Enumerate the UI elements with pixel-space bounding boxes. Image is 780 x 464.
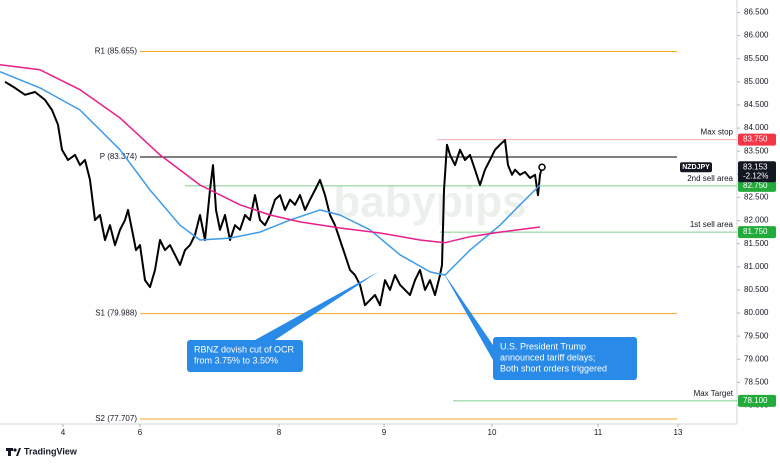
x-tick-label: 13 xyxy=(674,428,683,437)
pivot-label: S1 (79.988) xyxy=(95,309,137,318)
series-group xyxy=(0,63,543,307)
y-tick-label: 80.000 xyxy=(744,308,769,317)
moving-average xyxy=(0,71,541,276)
y-tick-label: 79.000 xyxy=(744,354,769,363)
x-tick-label: 4 xyxy=(61,428,66,437)
y-tick-label: 82.500 xyxy=(744,193,769,202)
level-label: 2nd sell area xyxy=(687,174,733,183)
callout-text: U.S. President Trump xyxy=(500,341,586,351)
level-price-label: 78.100 xyxy=(743,396,768,405)
y-tick-label: 84.500 xyxy=(744,100,769,109)
y-tick-label: 78.500 xyxy=(744,377,769,386)
price-line xyxy=(4,80,543,307)
symbol-box xyxy=(680,162,712,173)
callout-text: from 3.75% to 3.50% xyxy=(194,355,278,365)
y-tick-label: 79.500 xyxy=(744,331,769,340)
last-price-box xyxy=(738,161,776,183)
moving-average xyxy=(0,63,541,244)
callout-pointer xyxy=(255,272,378,340)
y-tick-label: 85.000 xyxy=(744,77,769,86)
last-point xyxy=(538,163,546,171)
level-price-box xyxy=(738,226,776,239)
level-price-label: 81.750 xyxy=(743,227,768,236)
watermark: babypips xyxy=(333,178,526,227)
level-price-box xyxy=(738,133,776,146)
y-tick-label: 83.500 xyxy=(744,146,769,155)
level-price-label: 83.750 xyxy=(743,135,768,144)
y-tick-label: 86.500 xyxy=(744,8,769,17)
x-tick-label: 8 xyxy=(277,428,282,437)
x-tick-label: 10 xyxy=(488,428,497,437)
y-tick-label: 80.500 xyxy=(744,285,769,294)
pivot-label: S2 (77.707) xyxy=(95,414,137,423)
callout-text: Both short orders triggered xyxy=(500,363,607,373)
level-label: Max Target xyxy=(694,389,734,398)
last-price-label: 83.153 xyxy=(743,162,768,171)
pivot-label: P (83.374) xyxy=(100,152,138,161)
y-tick-label: 82.000 xyxy=(744,216,769,225)
callout-box xyxy=(187,340,303,372)
y-tick-label: 81.500 xyxy=(744,239,769,248)
last-price-change: -2.12% xyxy=(743,171,768,180)
level-price-label: 82.750 xyxy=(743,181,768,190)
level-price-box xyxy=(738,394,776,407)
y-tick-label: 84.000 xyxy=(744,123,769,132)
level-label: Max stop xyxy=(701,128,734,137)
y-tick-label: 86.000 xyxy=(744,31,769,40)
brand: TradingView xyxy=(24,446,78,456)
level-label: 1st sell area xyxy=(690,220,734,229)
y-tick-label: 81.000 xyxy=(744,262,769,271)
brand-logo xyxy=(6,448,21,456)
callout-pointer xyxy=(443,272,493,360)
callout-box xyxy=(493,337,637,380)
symbol-label: NZDJPY xyxy=(682,164,710,171)
x-tick-label: 11 xyxy=(594,428,603,437)
pivot-label: R1 (85.655) xyxy=(95,47,138,56)
x-tick-label: 9 xyxy=(382,428,387,437)
callout-text: announced tariff delays; xyxy=(500,352,595,362)
callout-text: RBNZ dovish cut of OCR xyxy=(194,344,295,354)
y-tick-label: 85.500 xyxy=(744,54,769,63)
x-tick-label: 6 xyxy=(138,428,143,437)
level-price-box xyxy=(738,179,776,192)
